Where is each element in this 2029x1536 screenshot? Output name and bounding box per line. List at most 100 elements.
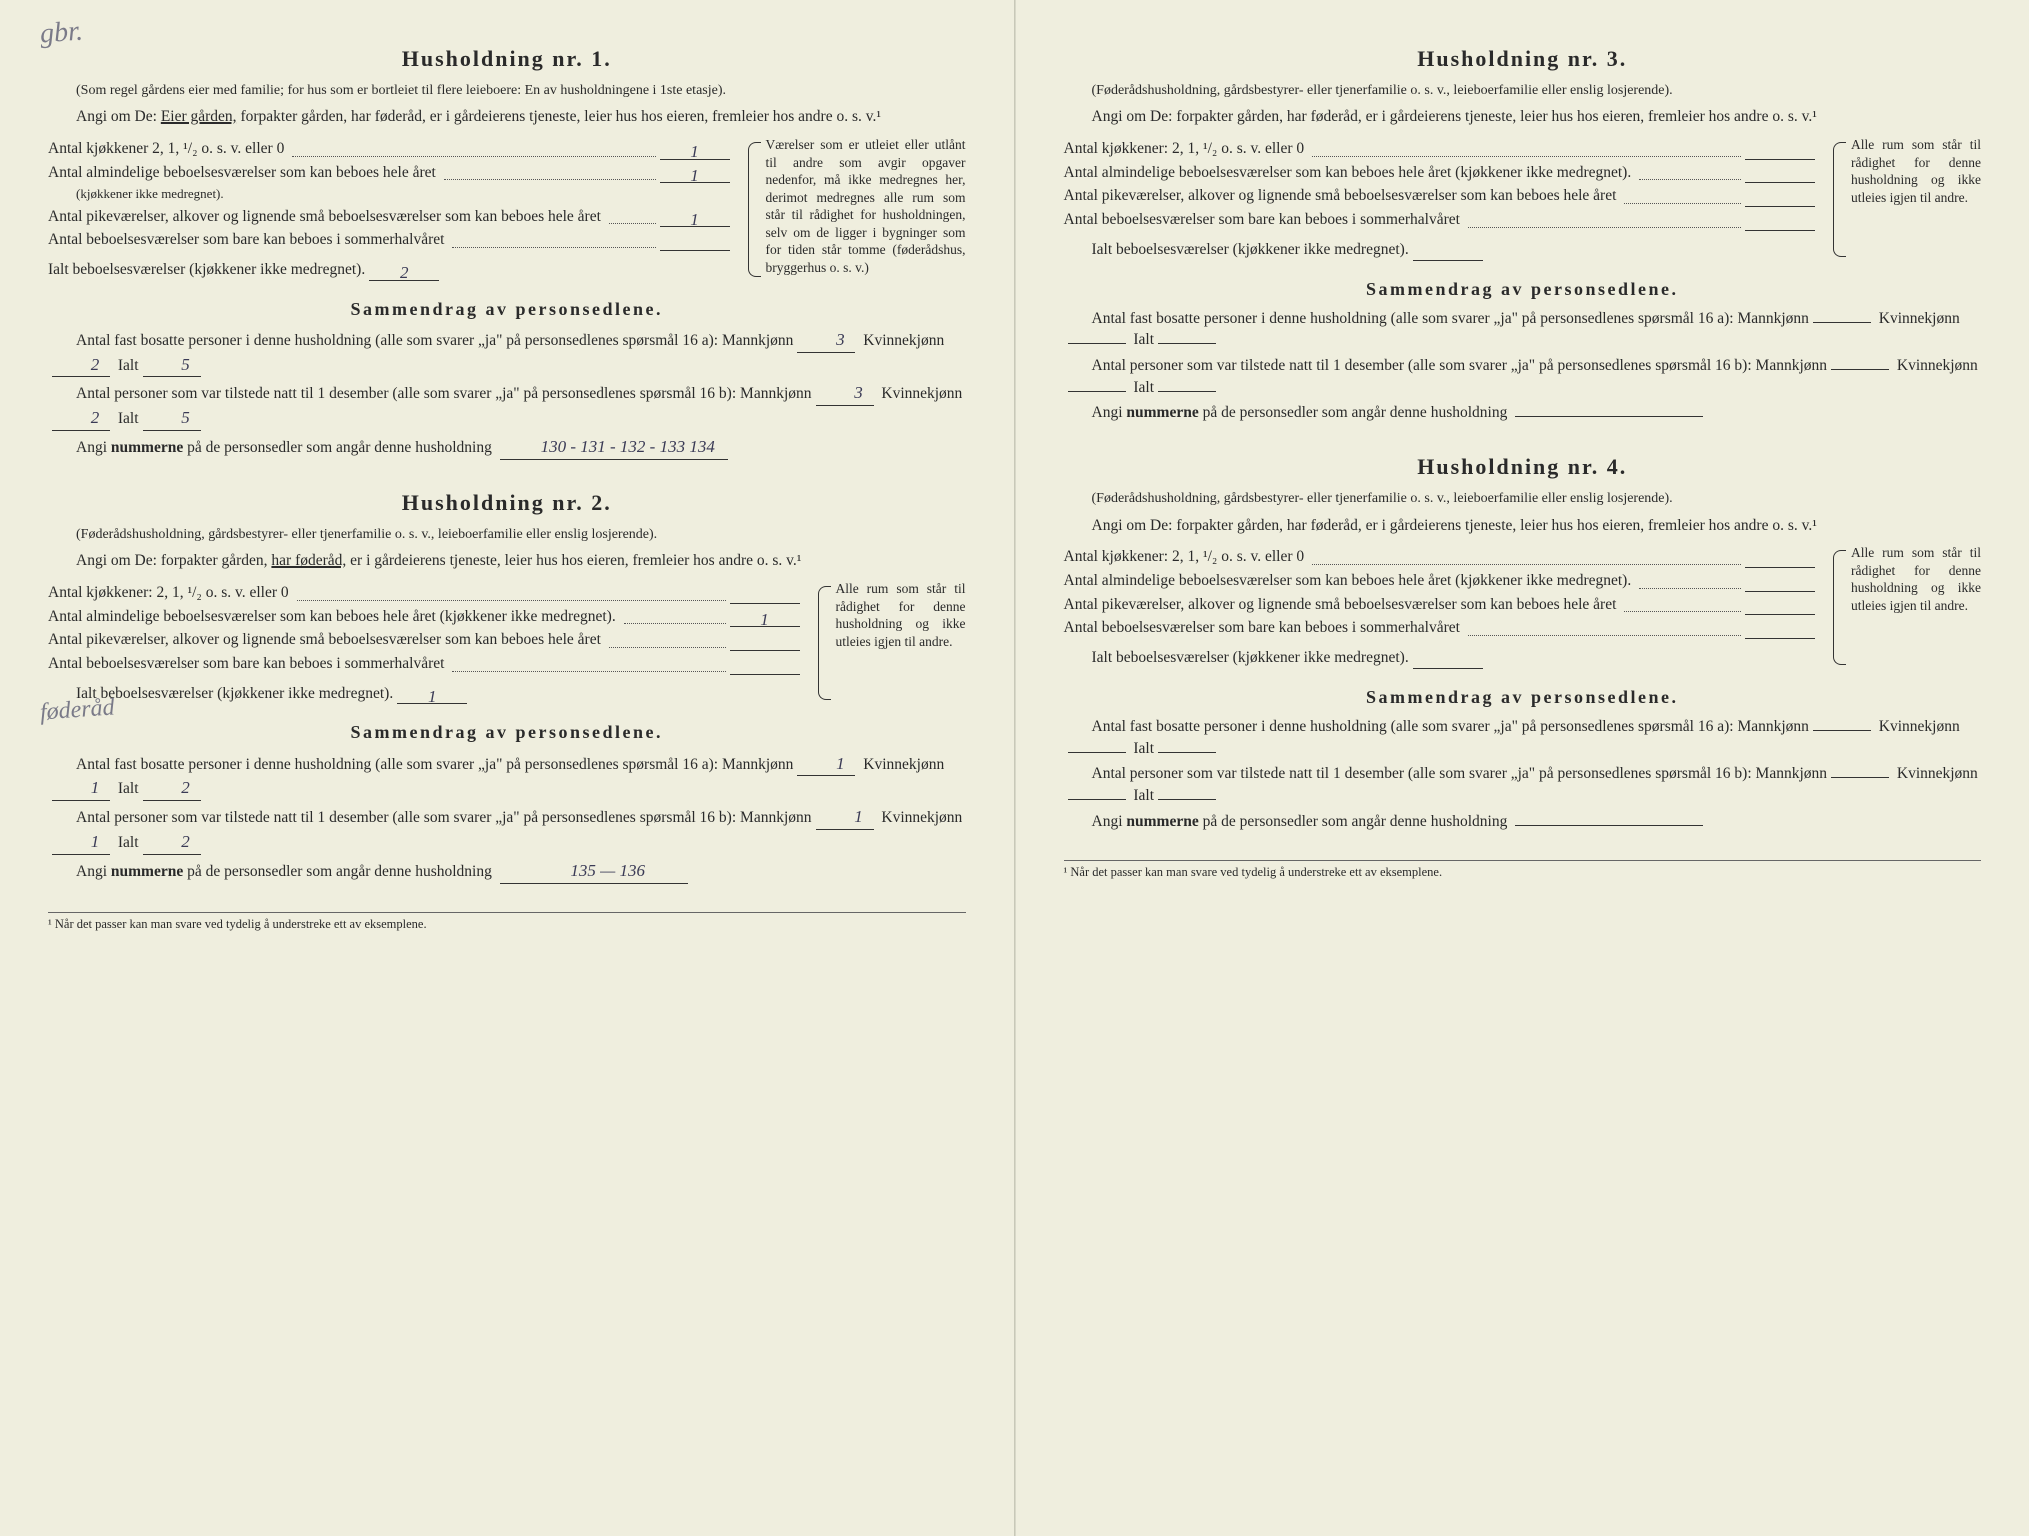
hh1-rooms-block: Antal kjøkkener 2, 1, ¹/₂ o. s. v. eller… (48, 136, 966, 283)
hh1-nums-val[interactable]: 130 - 131 - 132 - 133 134 (500, 435, 728, 460)
hh3-total-val[interactable] (1413, 241, 1483, 261)
hh3-q1: Antal kjøkkener: 2, 1, ¹/₂ o. s. v. elle… (1064, 138, 1309, 160)
hh2-total-val[interactable]: 1 (397, 685, 467, 705)
hh1-16b-t[interactable]: 5 (143, 406, 201, 431)
hh1-16a-m[interactable]: 3 (797, 328, 855, 353)
hh1-q3-val[interactable]: 1 (660, 208, 730, 228)
hh1-q2-val[interactable]: 1 (660, 164, 730, 184)
hh2-q4: Antal beboelsesværelser som bare kan beb… (48, 653, 448, 675)
hh1-16a-k[interactable]: 2 (52, 353, 110, 378)
hh3-summary-title: Sammendrag av personsedlene. (1064, 277, 1982, 302)
hh3-s16a: Antal fast bosatte personer i denne hush… (1064, 308, 1982, 351)
hh1-nums: Angi nummerne på de personsedler som ang… (48, 435, 966, 460)
hh2-q2-val[interactable]: 1 (730, 608, 800, 628)
hh1-prompt: Angi om De: Eier gården, forpakter gårde… (48, 106, 966, 128)
hh2-note: Alle rum som står til rådighet for denne… (818, 580, 966, 706)
hh2-nums: Angi nummerne på de personsedler som ang… (48, 859, 966, 884)
hh2-title: Husholdning nr. 2. (48, 488, 966, 519)
hh3-subtitle: (Føderådshusholdning, gårdsbestyrer- ell… (1064, 81, 1982, 101)
hh2-rooms-block: Antal kjøkkener: 2, 1, ¹/₂ o. s. v. elle… (48, 580, 966, 706)
hh3-note: Alle rum som står til rådighet for denne… (1833, 136, 1981, 262)
hh1-title: Husholdning nr. 1. (48, 44, 966, 75)
hh1-16a-t[interactable]: 5 (143, 353, 201, 378)
hh4-q4: Antal beboelsesværelser som bare kan beb… (1064, 617, 1464, 639)
hh2-q3: Antal pikeværelser, alkover og lignende … (48, 629, 605, 651)
hh1-16b-k[interactable]: 2 (52, 406, 110, 431)
hh3-16a-t[interactable] (1158, 343, 1216, 344)
hh1-q4-val[interactable] (660, 231, 730, 251)
household-4: Husholdning nr. 4. (Føderådshusholdning,… (1064, 452, 1982, 832)
hh2-16b-k[interactable]: 1 (52, 830, 110, 855)
hh2-q2: Antal almindelige beboelsesværelser som … (48, 606, 620, 628)
hh1-q2-sub: (kjøkkener ikke medregnet). (48, 185, 730, 203)
hh3-nums: Angi nummerne på de personsedler som ang… (1064, 402, 1982, 424)
hh2-s16a: Antal fast bosatte personer i denne hush… (48, 752, 966, 802)
hh2-prompt: Angi om De: forpakter gården, har føderå… (48, 550, 966, 572)
right-page: Husholdning nr. 3. (Føderådshusholdning,… (1015, 0, 2029, 1536)
hh1-prompt-rest: forpakter gården, har føderåd, er i gård… (240, 108, 881, 125)
hh2-q1-val[interactable] (730, 584, 800, 604)
hh1-q1: Antal kjøkkener 2, 1, ¹/₂ o. s. v. eller… (48, 138, 288, 160)
hh3-16b-t[interactable] (1158, 391, 1216, 392)
footnote-right: ¹ Når det passer kan man svare ved tydel… (1064, 860, 1982, 882)
hh4-q1-val[interactable] (1745, 548, 1815, 568)
hh1-total-val[interactable]: 2 (369, 261, 439, 281)
hh4-16b-k[interactable] (1068, 799, 1126, 800)
hh4-q4-val[interactable] (1745, 619, 1815, 639)
hh1-q1-val[interactable]: 1 (660, 140, 730, 160)
hh3-title: Husholdning nr. 3. (1064, 44, 1982, 75)
document-spread: gbr. Husholdning nr. 1. (Som regel gårde… (0, 0, 2029, 1536)
hh2-subtitle: (Føderådshusholdning, gårdsbestyrer- ell… (48, 525, 966, 545)
hh4-fields: Antal kjøkkener: 2, 1, ¹/₂ o. s. v. elle… (1064, 544, 1816, 670)
hh4-q3: Antal pikeværelser, alkover og lignende … (1064, 594, 1621, 616)
footnote-left: ¹ Når det passer kan man svare ved tydel… (48, 912, 966, 934)
hh4-16b-m[interactable] (1831, 777, 1889, 778)
hh4-subtitle: (Føderådshusholdning, gårdsbestyrer- ell… (1064, 489, 1982, 509)
hh4-note: Alle rum som står til rådighet for denne… (1833, 544, 1981, 670)
left-page: gbr. Husholdning nr. 1. (Som regel gårde… (0, 0, 1015, 1536)
household-2: Husholdning nr. 2. (Føderådshusholdning,… (48, 488, 966, 884)
hh3-total: Ialt beboelsesværelser (kjøkkener ikke m… (1064, 239, 1413, 261)
hh3-16a-k[interactable] (1068, 343, 1126, 344)
hh3-q4-val[interactable] (1745, 211, 1815, 231)
hh3-16a-m[interactable] (1813, 322, 1871, 323)
hh1-summary-title: Sammendrag av personsedlene. (48, 297, 966, 322)
hh2-q4-val[interactable] (730, 655, 800, 675)
hh1-q3: Antal pikeværelser, alkover og lignende … (48, 206, 605, 228)
hh3-q3: Antal pikeværelser, alkover og lignende … (1064, 185, 1621, 207)
hh3-q2-val[interactable] (1745, 164, 1815, 184)
hh3-q1-val[interactable] (1745, 140, 1815, 160)
hh2-fields: Antal kjøkkener: 2, 1, ¹/₂ o. s. v. elle… (48, 580, 800, 706)
hh1-subtitle: (Som regel gårdens eier med familie; for… (48, 81, 966, 101)
hh2-16a-k[interactable]: 1 (52, 776, 110, 801)
hh3-nums-val[interactable] (1515, 416, 1703, 417)
hh2-16a-t[interactable]: 2 (143, 776, 201, 801)
hh3-prompt: Angi om De: forpakter gården, har føderå… (1064, 106, 1982, 128)
hh3-16b-k[interactable] (1068, 391, 1126, 392)
hh3-q2: Antal almindelige beboelsesværelser som … (1064, 162, 1636, 184)
hh4-summary-title: Sammendrag av personsedlene. (1064, 685, 1982, 710)
hh1-status-underlined: Eier gården, (161, 108, 237, 125)
hh3-q3-val[interactable] (1745, 187, 1815, 207)
hh2-16a-m[interactable]: 1 (797, 752, 855, 777)
hh4-16a-k[interactable] (1068, 752, 1126, 753)
hh3-s16b: Antal personer som var tilstede natt til… (1064, 355, 1982, 398)
hh4-q3-val[interactable] (1745, 596, 1815, 616)
handwriting-1: gbr. (39, 19, 83, 47)
hh3-16b-m[interactable] (1831, 369, 1889, 370)
hh4-16b-t[interactable] (1158, 799, 1216, 800)
hh4-q2-val[interactable] (1745, 572, 1815, 592)
hh4-16a-t[interactable] (1158, 752, 1216, 753)
hh2-nums-val[interactable]: 135 — 136 (500, 859, 688, 884)
hh2-q1: Antal kjøkkener: 2, 1, ¹/₂ o. s. v. elle… (48, 582, 293, 604)
hh4-total-val[interactable] (1413, 649, 1483, 669)
hh2-16b-t[interactable]: 2 (143, 830, 201, 855)
hh2-q3-val[interactable] (730, 631, 800, 651)
hh4-nums-val[interactable] (1515, 825, 1703, 826)
hh2-16b-m[interactable]: 1 (816, 805, 874, 830)
hh3-rooms-block: Antal kjøkkener: 2, 1, ¹/₂ o. s. v. elle… (1064, 136, 1982, 262)
hh1-16b-m[interactable]: 3 (816, 381, 874, 406)
hh4-16a-m[interactable] (1813, 730, 1871, 731)
hh1-prompt-prefix: Angi om De: (76, 108, 157, 125)
hh1-q2: Antal almindelige beboelsesværelser som … (48, 162, 440, 184)
